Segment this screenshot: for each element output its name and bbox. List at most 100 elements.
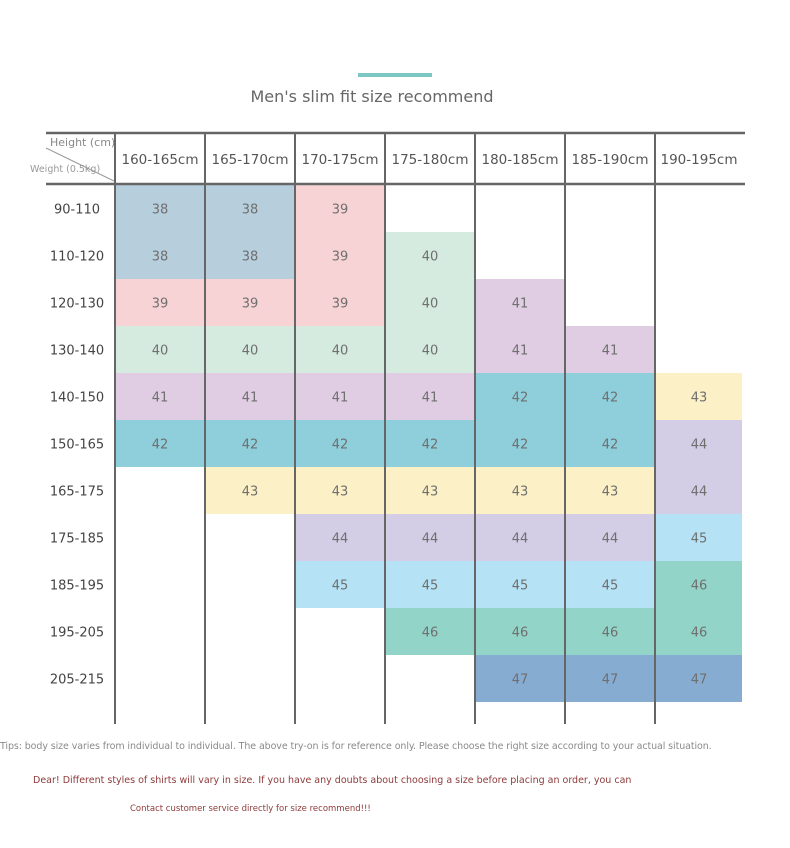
size-cell-value: 44 bbox=[691, 485, 708, 500]
size-cell-value: 45 bbox=[691, 532, 708, 547]
size-cell bbox=[206, 185, 294, 232]
size-cell-value: 45 bbox=[332, 579, 349, 594]
size-cell-value: 45 bbox=[422, 579, 439, 594]
size-cell-value: 39 bbox=[152, 297, 169, 312]
size-cell bbox=[476, 608, 564, 655]
size-cell bbox=[116, 232, 204, 279]
size-cell bbox=[296, 467, 384, 514]
tips-note: Tips: body size varies from individual t… bbox=[0, 741, 712, 752]
size-cell-value: 46 bbox=[602, 626, 619, 641]
size-cell-value: 42 bbox=[242, 438, 259, 453]
size-cell bbox=[386, 467, 474, 514]
size-cell bbox=[656, 373, 742, 420]
size-cell bbox=[206, 326, 294, 373]
size-cell bbox=[656, 655, 742, 702]
size-cell bbox=[476, 655, 564, 702]
row-header: 140-150 bbox=[50, 391, 104, 406]
size-cell-value: 38 bbox=[242, 203, 259, 218]
size-cell-value: 42 bbox=[602, 438, 619, 453]
size-cell-value: 39 bbox=[332, 297, 349, 312]
size-cell-value: 43 bbox=[422, 485, 439, 500]
size-cell bbox=[656, 420, 742, 467]
table-grid bbox=[46, 131, 745, 724]
size-cell bbox=[566, 326, 654, 373]
size-cell-value: 44 bbox=[602, 532, 619, 547]
column-header: 165-170cm bbox=[212, 152, 289, 168]
size-cell bbox=[296, 514, 384, 561]
column-headers: 160-165cm 165-170cm 170-175cm 175-180cm 180-… bbox=[122, 152, 738, 168]
row-header: 120-130 bbox=[50, 297, 104, 312]
column-header: 160-165cm bbox=[122, 152, 199, 168]
doubts-note: Dear! Different styles of shirts will va… bbox=[33, 775, 632, 786]
size-cell-value: 42 bbox=[512, 391, 529, 406]
size-cell bbox=[566, 561, 654, 608]
column-header: 190-195cm bbox=[661, 152, 738, 168]
row-header: 130-140 bbox=[50, 344, 104, 359]
size-cell-value: 40 bbox=[422, 344, 439, 359]
size-cell-value: 40 bbox=[332, 344, 349, 359]
size-cell-value: 44 bbox=[422, 532, 439, 547]
size-cell-value: 44 bbox=[691, 438, 708, 453]
size-cell-value: 43 bbox=[242, 485, 259, 500]
size-cell bbox=[116, 279, 204, 326]
row-header: 90-110 bbox=[54, 203, 100, 218]
size-cell bbox=[116, 373, 204, 420]
size-cell-value: 47 bbox=[602, 673, 619, 688]
size-cell-value: 41 bbox=[242, 391, 259, 406]
size-cell bbox=[206, 232, 294, 279]
size-cell-value: 41 bbox=[512, 344, 529, 359]
size-cell bbox=[476, 279, 564, 326]
size-cell bbox=[116, 185, 204, 232]
size-cell bbox=[296, 326, 384, 373]
size-cell bbox=[476, 373, 564, 420]
size-cell bbox=[386, 232, 474, 279]
size-cell bbox=[116, 326, 204, 373]
size-cell-value: 38 bbox=[242, 250, 259, 265]
row-header: 195-205 bbox=[50, 626, 104, 641]
column-header: 185-190cm bbox=[572, 152, 649, 168]
size-cell-value: 40 bbox=[422, 250, 439, 265]
size-cell bbox=[296, 279, 384, 326]
size-cell bbox=[206, 279, 294, 326]
size-cell bbox=[476, 561, 564, 608]
size-cell-value: 47 bbox=[691, 673, 708, 688]
size-cell bbox=[296, 420, 384, 467]
size-cell-value: 39 bbox=[332, 203, 349, 218]
size-cell bbox=[206, 373, 294, 420]
size-cell-value: 40 bbox=[422, 297, 439, 312]
title-accent-bar bbox=[358, 73, 432, 77]
size-cell-value: 43 bbox=[332, 485, 349, 500]
size-cell bbox=[566, 608, 654, 655]
size-cell bbox=[656, 514, 742, 561]
size-cell-value: 40 bbox=[242, 344, 259, 359]
size-cell bbox=[476, 467, 564, 514]
size-cell bbox=[116, 420, 204, 467]
size-cell bbox=[566, 373, 654, 420]
size-cell-value: 41 bbox=[422, 391, 439, 406]
column-header: 180-185cm bbox=[482, 152, 559, 168]
row-header: 165-175 bbox=[50, 485, 104, 500]
size-cell-value: 41 bbox=[602, 344, 619, 359]
size-cell-value: 43 bbox=[691, 391, 708, 406]
size-cell-value: 41 bbox=[152, 391, 169, 406]
size-cell-value: 47 bbox=[512, 673, 529, 688]
chart-title: Men's slim fit size recommend bbox=[250, 87, 493, 106]
size-cell bbox=[386, 561, 474, 608]
size-cell-value: 41 bbox=[332, 391, 349, 406]
size-cell-value: 40 bbox=[152, 344, 169, 359]
row-header: 175-185 bbox=[50, 532, 104, 547]
corner-weight-label: Weight (0.5kg) bbox=[30, 164, 100, 175]
size-cell bbox=[476, 420, 564, 467]
size-cell-value: 45 bbox=[512, 579, 529, 594]
size-cell bbox=[656, 608, 742, 655]
size-cell-value: 42 bbox=[332, 438, 349, 453]
size-cell-value: 44 bbox=[332, 532, 349, 547]
size-cell bbox=[476, 326, 564, 373]
size-cell bbox=[206, 420, 294, 467]
row-header: 150-165 bbox=[50, 438, 104, 453]
size-cell-value: 42 bbox=[422, 438, 439, 453]
size-cells: 38 38 39 38 38 39 40 39 39 39 40 41 40 40 40 40 41 41 41 41… bbox=[116, 185, 742, 702]
size-cell-value: 46 bbox=[512, 626, 529, 641]
size-cell bbox=[386, 373, 474, 420]
